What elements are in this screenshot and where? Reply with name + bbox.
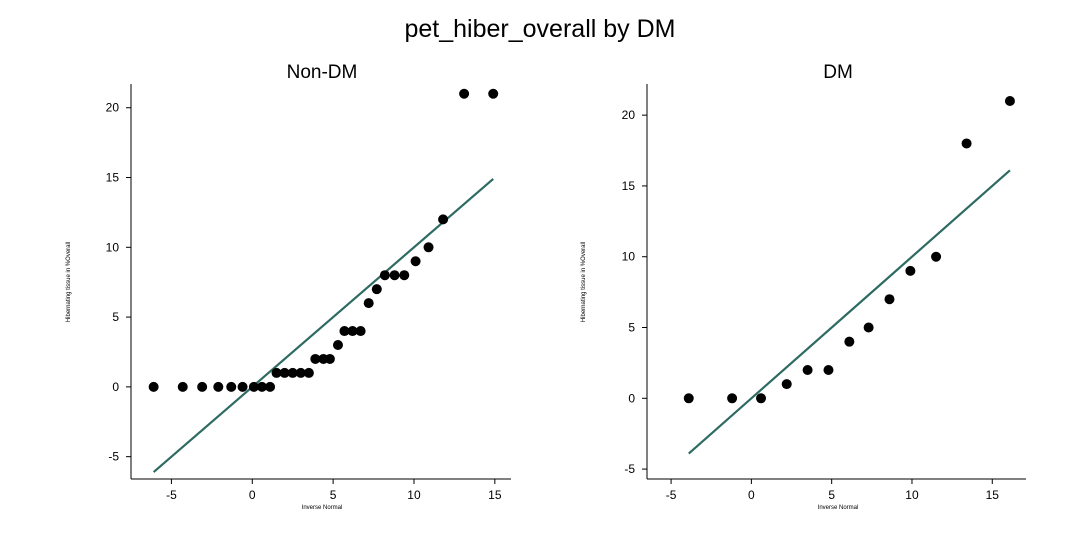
data-point xyxy=(332,340,343,351)
y-tick-label: 0 xyxy=(628,391,635,405)
data-point xyxy=(355,326,366,337)
data-point xyxy=(177,381,188,392)
data-point xyxy=(379,270,390,281)
y-tick-label: 20 xyxy=(622,108,636,122)
data-point xyxy=(271,367,282,378)
data-point xyxy=(371,284,382,295)
panel-dm: DM Inverse Normal Hibernating tissue in … xyxy=(581,62,1026,511)
y-tick-label: 0 xyxy=(112,380,119,394)
y-tick-label: 5 xyxy=(112,310,119,324)
data-point xyxy=(905,265,916,276)
data-point xyxy=(488,88,499,99)
data-point xyxy=(884,294,895,305)
data-point xyxy=(303,367,314,378)
x-tick-label: 0 xyxy=(249,488,256,502)
figure-title: pet_hiber_overall by DM xyxy=(405,15,676,43)
x-tick-label: -5 xyxy=(666,488,677,502)
y-tick-label: 10 xyxy=(106,240,120,254)
x-axis-title: Inverse Normal xyxy=(818,505,859,511)
y-axis-title: Hibernating tissue in %Overall xyxy=(66,242,72,322)
data-point xyxy=(459,88,470,99)
y-tick-label: 15 xyxy=(106,171,120,185)
y-tick-label: 10 xyxy=(622,250,636,264)
x-tick-label: -5 xyxy=(166,488,177,502)
panel-title: Non-DM xyxy=(287,62,358,83)
data-point xyxy=(399,270,410,281)
x-tick-label: 10 xyxy=(905,488,919,502)
y-tick-label: 15 xyxy=(622,179,636,193)
data-point xyxy=(961,138,972,149)
panel-non-dm: Non-DM Inverse Normal Hibernating tissue… xyxy=(66,62,511,511)
x-tick-label: 5 xyxy=(828,488,835,502)
data-point xyxy=(781,379,792,390)
x-tick-label: 15 xyxy=(488,488,502,502)
data-point xyxy=(389,270,400,281)
data-point xyxy=(148,381,159,392)
y-tick-label: 5 xyxy=(628,321,635,335)
data-point xyxy=(423,242,434,253)
data-point xyxy=(339,326,350,337)
x-tick-label: 10 xyxy=(407,488,421,502)
x-tick-label: 15 xyxy=(986,488,1000,502)
x-tick-label: 0 xyxy=(748,488,755,502)
data-point xyxy=(844,336,855,347)
data-point xyxy=(410,256,421,267)
data-point xyxy=(756,393,767,404)
data-point xyxy=(287,367,298,378)
data-point xyxy=(823,364,834,375)
data-point xyxy=(727,393,738,404)
data-point xyxy=(363,298,374,309)
data-point xyxy=(931,251,942,262)
data-point xyxy=(324,353,335,364)
data-point xyxy=(863,322,874,333)
data-point xyxy=(248,381,259,392)
data-point xyxy=(213,381,224,392)
data-point xyxy=(237,381,248,392)
data-point xyxy=(802,364,813,375)
data-point xyxy=(1004,95,1015,106)
data-point xyxy=(279,367,290,378)
data-point xyxy=(683,393,694,404)
x-axis-title: Inverse Normal xyxy=(302,505,343,511)
y-tick-label: -5 xyxy=(108,450,119,464)
y-tick-label: 20 xyxy=(106,101,120,115)
data-point xyxy=(256,381,267,392)
reference-line xyxy=(688,169,1011,455)
data-point xyxy=(265,381,276,392)
data-point xyxy=(226,381,237,392)
data-point xyxy=(295,367,306,378)
x-tick-label: 5 xyxy=(330,488,337,502)
reference-line xyxy=(152,178,494,473)
data-point xyxy=(438,214,449,225)
data-point xyxy=(197,381,208,392)
data-point xyxy=(347,326,358,337)
y-axis-title: Hibernating tissue in %Overall xyxy=(581,242,587,322)
y-tick-label: -5 xyxy=(624,462,635,476)
data-point xyxy=(310,353,321,364)
panel-title: DM xyxy=(823,62,853,83)
